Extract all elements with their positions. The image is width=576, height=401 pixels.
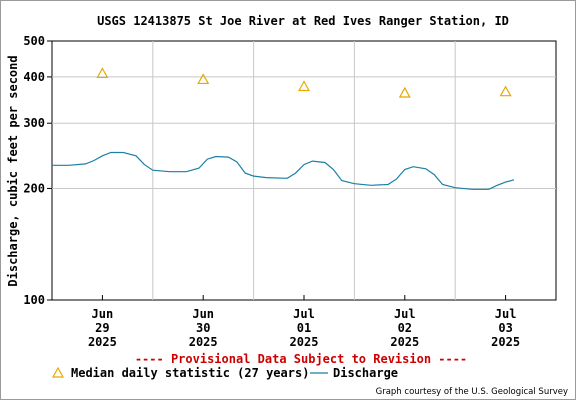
legend-median-marker: [51, 366, 65, 378]
provisional-note: ---- Provisional Data Subject to Revisio…: [135, 352, 467, 366]
y-tick-label: 100: [23, 293, 45, 307]
legend-median-label: Median daily statistic (27 years): [71, 366, 309, 380]
plot-area: [51, 40, 557, 301]
x-tick-label: 2025: [390, 335, 419, 349]
median-marker: [96, 67, 109, 79]
discharge-line: [52, 151, 515, 190]
x-tick-label: 2025: [491, 335, 520, 349]
median-marker: [197, 73, 210, 85]
x-tick-label: Jul: [394, 307, 416, 321]
chart-title: USGS 12413875 St Joe River at Red Ives R…: [97, 14, 509, 28]
y-tick-label: 400: [23, 70, 45, 84]
x-tick-label: 30: [196, 321, 210, 335]
x-tick-label: 2025: [88, 335, 117, 349]
median-marker: [499, 85, 512, 97]
median-marker: [297, 80, 311, 92]
x-tick-label: 29: [95, 321, 109, 335]
grid-lines: [52, 41, 556, 300]
y-tick-label: 300: [23, 116, 45, 130]
legend: Median daily statistic (27 years) Discha…: [51, 366, 398, 380]
x-tick-label: Jun: [192, 307, 214, 321]
x-axis-ticks: Jun292025Jun302025Jul012025Jul022025Jul0…: [88, 295, 520, 349]
x-tick-label: 01: [297, 321, 311, 335]
x-tick-label: 02: [398, 321, 412, 335]
y-axis-ticks: 100 200 300 400 500: [23, 34, 52, 307]
series-layer: [52, 67, 515, 190]
credit-text: Graph courtesy of the U.S. Geological Su…: [376, 387, 568, 397]
x-tick-label: 03: [498, 321, 512, 335]
x-tick-label: Jul: [293, 307, 315, 321]
median-marker: [398, 86, 411, 98]
x-tick-label: 2025: [290, 335, 319, 349]
legend-discharge-label: Discharge: [333, 366, 398, 380]
x-tick-label: Jun: [92, 307, 114, 321]
x-tick-label: Jul: [495, 307, 517, 321]
y-axis-label: Discharge, cubic feet per second: [6, 55, 20, 286]
x-tick-label: 2025: [189, 335, 218, 349]
y-tick-label: 200: [23, 181, 45, 195]
y-tick-label: 500: [23, 34, 45, 48]
